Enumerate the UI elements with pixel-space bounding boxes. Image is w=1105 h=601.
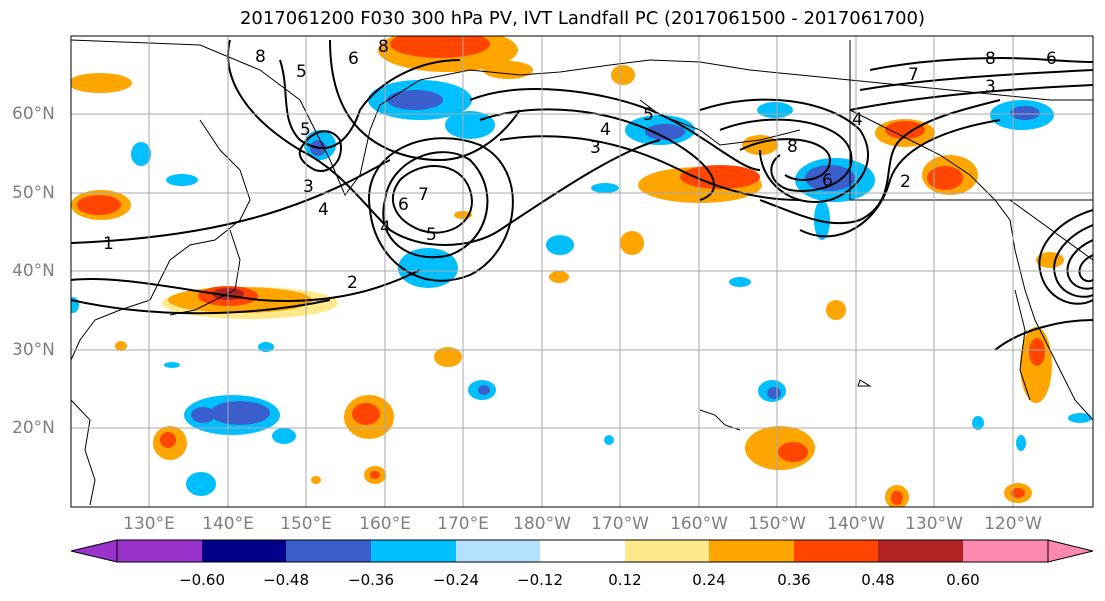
coastlines [71,39,1093,506]
map-frame [70,35,1094,508]
lon-label: 130°W [905,514,963,534]
contour-label: 3 [985,77,996,97]
contour-label: 8 [378,37,389,57]
colorbar-bin [286,540,371,562]
colorbar-tick-label: 0.36 [777,571,811,589]
colorbar-bin [963,540,1048,562]
contour-label: 3 [590,138,601,158]
colorbar-tick-label: −0.48 [263,571,309,589]
contour-label: 7 [418,185,429,205]
map-title: 2017061200 F030 300 hPa PV, IVT Landfall… [239,8,926,29]
colorbar-tick-label: 0.24 [692,571,726,589]
colorbar-bin [794,540,878,562]
lat-label: 50°N [12,183,55,203]
ivt-shading [71,36,1092,507]
contour-label: 8 [985,49,996,69]
contour-label: 5 [426,225,437,245]
contour-label: 4 [600,120,611,140]
contour-label: 6 [398,195,409,215]
colorbar-bin [371,540,456,562]
colorbar-bin [540,540,625,562]
lat-label: 40°N [12,261,55,281]
contour-label: 2 [900,172,911,192]
lon-label: 170°W [591,514,649,534]
colorbar-tick-label: −0.12 [517,571,563,589]
contour-label: 5 [643,105,654,125]
colorbar-tick-label: −0.36 [348,571,394,589]
pv-contours [71,39,1093,351]
contour-label: 6 [1046,49,1057,69]
colorbar-tick-label: 0.48 [861,571,895,589]
colorbar-bin [709,540,794,562]
lat-label: 30°N [12,340,55,360]
lon-label: 160°E [359,514,411,534]
lat-label: 20°N [12,418,55,438]
positive-anomaly-regions [71,36,1064,507]
colorbar-bin [117,540,202,562]
contour-label: 8 [255,47,266,67]
colorbar-tick-label: −0.24 [433,571,479,589]
contour-label: 4 [380,218,391,238]
colorbar-min-extend [70,539,118,563]
lon-label: 170°E [437,514,489,534]
colorbar-bin [202,540,286,562]
contour-label: 4 [318,200,329,220]
colorbar-tick-label: 0.60 [946,571,980,589]
contour-label: 6 [348,49,359,69]
contour-label: 4 [852,110,863,130]
colorbar-bin [625,540,709,562]
contour-label: 7 [908,65,919,85]
lon-label: 140°W [827,514,885,534]
colorbar-max-extend [1047,539,1094,563]
lon-label: 130°E [123,514,175,534]
colorbar-outline [116,539,1049,563]
lon-label: 150°W [748,514,806,534]
colorbar-bin [878,540,963,562]
contour-label: 8 [787,137,798,157]
contour-label: 1 [103,234,114,254]
lon-label: 150°E [280,514,332,534]
colorbar-tick-label: 0.12 [608,571,642,589]
contour-labels: 1 2 3 4 5 6 8 8 7 6 5 4 5 3 4 5 8 6 4 2 [103,37,1057,293]
colorbar [70,539,1094,563]
lon-label: 140°E [202,514,254,534]
colorbar-tick-label: −0.60 [179,571,225,589]
lon-label: 160°W [670,514,728,534]
contour-label: 6 [822,171,833,191]
colorbar-bin [456,540,540,562]
graticule [71,36,1093,507]
contour-label: 5 [296,62,307,82]
negative-anomaly-regions [71,80,1092,496]
contour-label: 2 [347,273,358,293]
lon-label: 180°W [513,514,571,534]
contour-label: 5 [300,120,311,140]
lat-label: 60°N [12,104,55,124]
lon-label: 120°W [984,514,1042,534]
contour-label: 3 [303,177,314,197]
